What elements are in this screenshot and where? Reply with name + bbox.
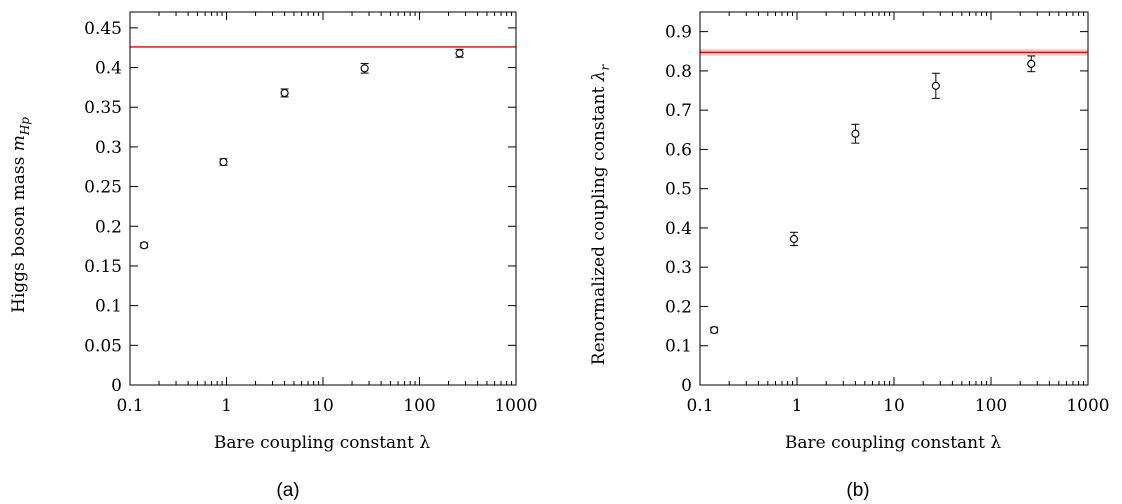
panel-a-y-tick-label: 0.4 — [95, 59, 122, 79]
panel-b-x-tick-label: 100 — [975, 396, 1007, 416]
panel-b-y-tick-label: 0.3 — [665, 258, 692, 278]
panel-a-y-tick-label: 0.15 — [84, 257, 122, 277]
panel-a-y-axis-label-sub: Hp — [18, 117, 32, 136]
panel-a-data-point — [455, 49, 464, 58]
panel-a-caption: (a) — [276, 480, 299, 501]
panel-b-y-tick-label: 0.8 — [665, 62, 692, 82]
panel-a-points — [130, 46, 516, 250]
panel-b-data-point — [789, 234, 798, 243]
panel-a-x-axis-label: Bare coupling constant λ — [214, 433, 430, 453]
panel-a-frame — [129, 11, 517, 386]
panel-b-data-point — [710, 325, 719, 335]
panel-b-x-axis-label: Bare coupling constant λ — [785, 433, 1001, 453]
panel-b-x-tick-label: 1000 — [1066, 396, 1109, 416]
panel-a-x-tick-label: 1000 — [494, 396, 537, 416]
panel-a-x-tick-label: 1 — [221, 396, 232, 416]
panel-b-y-tick-label: 0 — [681, 376, 692, 396]
panel-b-x-tick-label: 1 — [792, 396, 803, 416]
panel-b-y-axis-label-text: Renormalized coupling constant — [589, 81, 609, 365]
panel-a-y-axis-label-math: m — [9, 135, 29, 151]
panel-b-y-tick-label: 0.4 — [665, 219, 692, 239]
panel-b-x-tick-label: 0.1 — [686, 396, 713, 416]
panel-a-data-point — [219, 157, 228, 167]
panel-a-data-point — [280, 88, 289, 97]
panel-b-points — [700, 49, 1088, 335]
panel-a-y-tick-label: 0.35 — [84, 98, 122, 118]
panel-b: 00.10.20.30.40.50.60.70.80.90.1 1 10 100 100… — [589, 11, 1110, 501]
panel-b-y-axis-label: Renormalized coupling constant λr — [589, 64, 612, 366]
panel-b-y-tick-label: 0.9 — [665, 23, 692, 43]
panel-b-ticks: 00.10.20.30.40.50.60.70.80.90.1 1 10 100 100… — [665, 12, 1110, 416]
panel-a-data-point — [360, 64, 369, 73]
panel-a-y-tick-label: 0.1 — [95, 297, 122, 317]
panel-a-y-tick-label: 0.05 — [84, 336, 122, 356]
panel-b-data-point — [931, 81, 940, 90]
panel-a-y-tick-label: 0.3 — [95, 138, 122, 158]
panel-a-y-axis-label: Higgs boson mass mHp — [9, 117, 32, 313]
panel-b-data-point — [851, 129, 860, 138]
panel-b-y-tick-label: 0.6 — [665, 140, 692, 160]
panel-b-frame — [699, 11, 1089, 386]
panel-b-data-point — [1027, 59, 1036, 68]
panel-b-y-tick-label: 0.7 — [665, 101, 692, 121]
panel-b-y-tick-label: 0.5 — [665, 180, 692, 200]
panel-a-y-tick-label: 0.45 — [84, 19, 122, 39]
panel-a-data-point — [140, 241, 149, 250]
panel-a-y-tick-label: 0.25 — [84, 178, 122, 198]
panel-b-y-tick-label: 0.2 — [665, 297, 692, 317]
panel-a-x-tick-label: 10 — [312, 396, 334, 416]
panel-b-y-axis-label-sub: r — [598, 64, 612, 71]
panel-a-x-tick-label: 100 — [403, 396, 435, 416]
panel-a-y-tick-label: 0.2 — [95, 217, 122, 237]
panel-a-y-axis-label-text: Higgs boson mass — [9, 151, 29, 313]
panel-b-y-axis-label-math: λ — [589, 71, 609, 83]
panel-a-y-tick-label: 0 — [111, 376, 122, 396]
panel-a: 0 0.05 0.1 0.15 0.2 0.25 0.3 0.35 0.4 0.45 0.1 1 10 1… — [9, 11, 538, 501]
panel-b-x-tick-label: 10 — [883, 396, 905, 416]
panel-b-y-tick-label: 0.1 — [665, 337, 692, 357]
panel-a-ticks: 0 0.05 0.1 0.15 0.2 0.25 0.3 0.35 0.4 0.45 0.1 1 10 1… — [84, 12, 538, 416]
panel-b-caption: (b) — [846, 480, 869, 501]
panel-a-x-tick-label: 0.1 — [116, 396, 143, 416]
